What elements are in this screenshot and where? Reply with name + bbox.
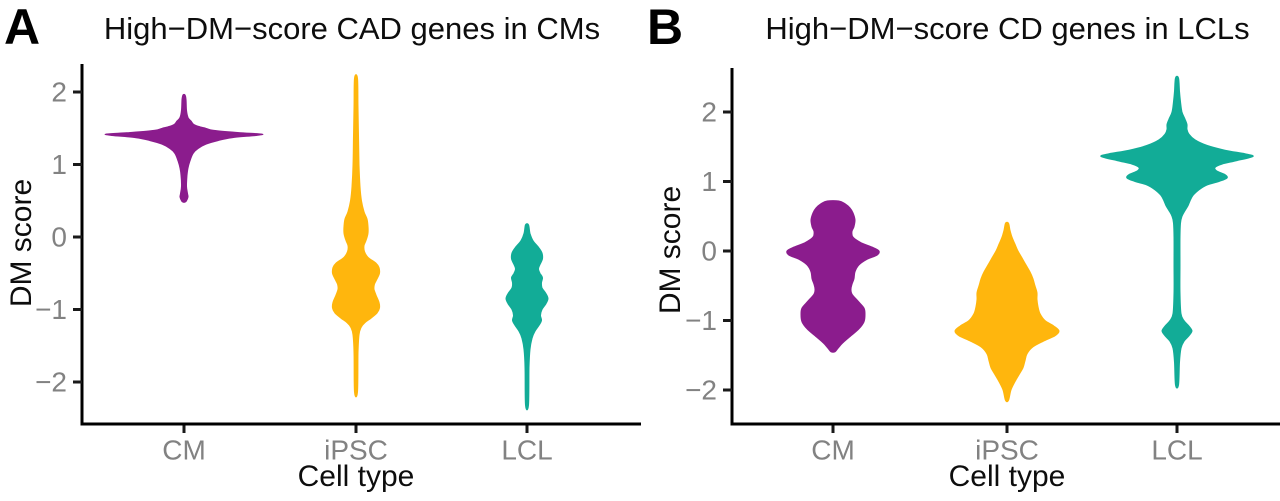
violin-cm xyxy=(786,200,880,353)
x-tick-label: CM xyxy=(811,435,855,466)
violin-ipsc xyxy=(954,221,1060,403)
panel-a-y-axis-title: DM score xyxy=(5,178,38,308)
x-tick-label: CM xyxy=(162,435,206,466)
panel-b-y-axis-title: DM score xyxy=(654,185,687,315)
x-tick-label: LCL xyxy=(501,435,552,466)
y-tick-label: −2 xyxy=(35,367,67,398)
panel-b-letter: B xyxy=(647,0,684,55)
violin-lcl xyxy=(505,223,549,411)
panel-a-title: High−DM−score CAD genes in CMs xyxy=(103,11,601,46)
y-tick-label: 1 xyxy=(51,149,67,180)
y-tick-label: −1 xyxy=(685,305,717,336)
violin-lcl xyxy=(1100,75,1254,389)
violin-ipsc xyxy=(331,74,381,398)
panel-a-letter: A xyxy=(4,0,41,55)
y-tick-label: 1 xyxy=(701,166,717,197)
y-tick-label: −1 xyxy=(35,294,67,325)
panel-b-x-axis-title: Cell type xyxy=(948,460,1066,493)
panel-a-x-axis-title: Cell type xyxy=(297,460,415,493)
y-tick-label: 2 xyxy=(51,77,67,108)
panel-b-plot: 2 1 0 −1 −2 CM iPSC LCL xyxy=(685,68,1280,466)
y-tick-label: 0 xyxy=(51,222,67,253)
x-tick-label: LCL xyxy=(1151,435,1202,466)
panel-b-title: High−DM−score CD genes in LCLs xyxy=(765,11,1250,46)
y-tick-label: 2 xyxy=(701,97,717,128)
y-tick-label: −2 xyxy=(685,375,717,406)
panel-a-plot: 2 1 0 −1 −2 CM iPSC LCL xyxy=(35,64,641,466)
x-tick-label: iPSC xyxy=(324,435,388,466)
x-tick-label: iPSC xyxy=(975,435,1039,466)
violin-cm xyxy=(104,93,264,203)
y-tick-label: 0 xyxy=(701,236,717,267)
